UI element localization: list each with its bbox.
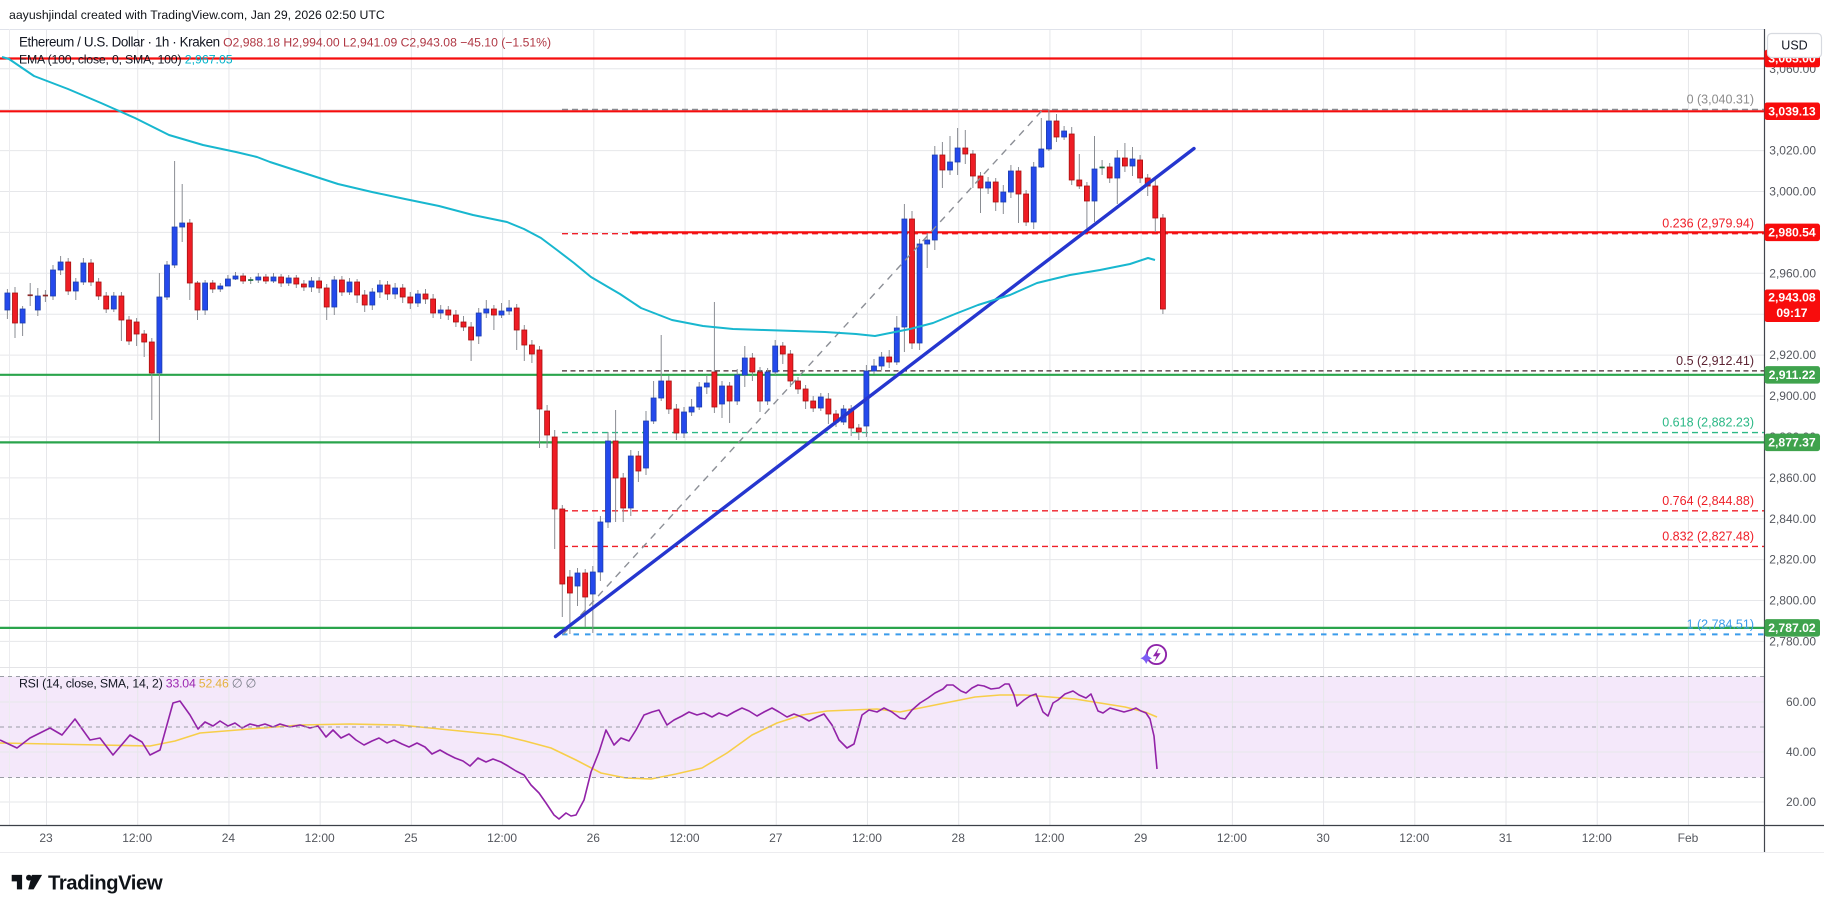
svg-text:USD: USD: [1781, 39, 1807, 53]
svg-text:12:00: 12:00: [305, 831, 335, 845]
svg-text:29: 29: [1134, 831, 1148, 845]
svg-text:12:00: 12:00: [122, 831, 152, 845]
svg-text:Feb: Feb: [1678, 831, 1699, 845]
svg-text:30: 30: [1316, 831, 1330, 845]
svg-text:EMA (100, close, 0, SMA, 100): EMA (100, close, 0, SMA, 100) 2,967.05: [19, 53, 233, 67]
svg-text:0.5 (2,912.41): 0.5 (2,912.41): [1676, 354, 1754, 368]
svg-text:28: 28: [952, 831, 966, 845]
svg-text:2,980.54: 2,980.54: [1768, 226, 1816, 240]
svg-text:2,920.00: 2,920.00: [1769, 348, 1816, 362]
svg-text:31: 31: [1499, 831, 1513, 845]
svg-text:25: 25: [404, 831, 418, 845]
svg-text:2,877.37: 2,877.37: [1768, 436, 1816, 450]
svg-text:12:00: 12:00: [1582, 831, 1612, 845]
svg-text:60.00: 60.00: [1786, 695, 1816, 709]
svg-text:0.764 (2,844.88): 0.764 (2,844.88): [1662, 494, 1754, 508]
svg-text:0 (3,040.31): 0 (3,040.31): [1687, 93, 1754, 107]
svg-text:2,860.00: 2,860.00: [1769, 471, 1816, 485]
svg-text:3,000.00: 3,000.00: [1769, 185, 1816, 199]
svg-text:27: 27: [769, 831, 783, 845]
svg-text:12:00: 12:00: [1399, 831, 1429, 845]
svg-text:12:00: 12:00: [1034, 831, 1064, 845]
svg-text:12:00: 12:00: [487, 831, 517, 845]
svg-text:Ethereum / U.S. Dollar · 1h ·: Ethereum / U.S. Dollar · 1h · Kraken O2,…: [19, 35, 551, 50]
svg-text:23: 23: [39, 831, 53, 845]
svg-text:26: 26: [587, 831, 601, 845]
svg-text:0.236 (2,979.94): 0.236 (2,979.94): [1662, 217, 1754, 231]
svg-text:2,943.08: 2,943.08: [1768, 291, 1816, 305]
svg-text:aayushjindal created with Trad: aayushjindal created with TradingView.co…: [9, 8, 385, 22]
svg-text:3,020.00: 3,020.00: [1769, 144, 1816, 158]
svg-text:2,820.00: 2,820.00: [1769, 553, 1816, 567]
svg-text:2,780.00: 2,780.00: [1769, 634, 1816, 648]
svg-text:3,039.13: 3,039.13: [1768, 105, 1816, 119]
svg-text:2,800.00: 2,800.00: [1769, 594, 1816, 608]
svg-text:1 (2,784.51): 1 (2,784.51): [1687, 617, 1754, 631]
svg-text:0.832 (2,827.48): 0.832 (2,827.48): [1662, 529, 1754, 543]
svg-text:40.00: 40.00: [1786, 745, 1816, 759]
svg-text:RSI (14, close, SMA, 14, 2) 33: RSI (14, close, SMA, 14, 2) 33.04 52.46 …: [19, 677, 256, 691]
svg-text:20.00: 20.00: [1786, 795, 1816, 809]
svg-text:2,911.22: 2,911.22: [1769, 368, 1816, 382]
svg-text:2,787.02: 2,787.02: [1768, 621, 1816, 635]
svg-text:24: 24: [222, 831, 236, 845]
svg-text:12:00: 12:00: [852, 831, 882, 845]
svg-text:2,960.00: 2,960.00: [1769, 266, 1816, 280]
svg-text:TradingView: TradingView: [48, 873, 163, 895]
svg-text:09:17: 09:17: [1776, 306, 1807, 320]
svg-text:2,900.00: 2,900.00: [1769, 389, 1816, 403]
svg-text:2,840.00: 2,840.00: [1769, 512, 1816, 526]
svg-text:12:00: 12:00: [670, 831, 700, 845]
svg-text:0.618 (2,882.23): 0.618 (2,882.23): [1662, 416, 1754, 430]
svg-text:12:00: 12:00: [1217, 831, 1247, 845]
